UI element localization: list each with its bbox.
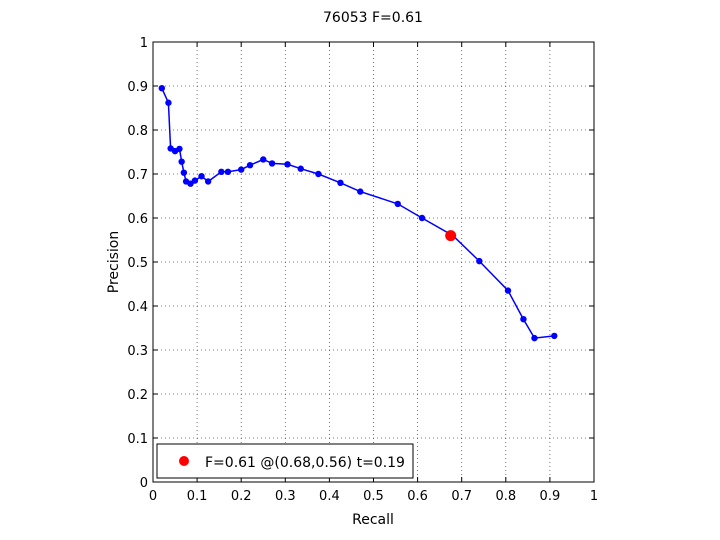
- data-point: [218, 168, 225, 175]
- data-point: [268, 160, 276, 167]
- data-point: [238, 166, 245, 173]
- x-tick-label: 0.9: [540, 489, 561, 504]
- data-point: [191, 177, 199, 184]
- data-point: [551, 332, 558, 340]
- data-point: [246, 162, 254, 169]
- y-tick-label: 0.7: [127, 168, 148, 183]
- legend-box: [156, 443, 414, 479]
- y-tick-label: 0.2: [127, 388, 148, 403]
- legend-marker: [179, 456, 189, 466]
- best-f-point: [445, 230, 457, 242]
- y-tick-labels: 0 0.1 0.2 0.3 0.4 0.5 0.6 0.7 0.8 0.9 1: [127, 36, 148, 491]
- legend: F=0.61 @(0.68,0.56) t=0.19: [156, 443, 414, 479]
- highlight-layer: [445, 230, 457, 242]
- data-point: [520, 316, 527, 323]
- data-point: [504, 287, 512, 294]
- data-point: [165, 99, 172, 106]
- data-point: [357, 188, 364, 195]
- x-tick-label: 0.3: [275, 489, 296, 504]
- chart-title: 76053 F=0.61: [323, 10, 423, 26]
- legend-label: F=0.61 @(0.68,0.56) t=0.19: [205, 455, 405, 471]
- data-point: [204, 178, 212, 185]
- data-point: [394, 200, 401, 208]
- x-tick-label: 0.4: [319, 489, 340, 504]
- y-tick-label: 0.8: [127, 124, 148, 139]
- data-point: [284, 161, 291, 168]
- x-tick-label: 1: [590, 489, 598, 504]
- y-tick-label: 0.6: [127, 212, 148, 227]
- y-tick-label: 0.4: [127, 300, 148, 315]
- x-tick-label: 0.5: [363, 489, 384, 504]
- data-point: [315, 170, 322, 178]
- data-point: [260, 156, 267, 163]
- y-tick-label: 0.1: [127, 432, 148, 447]
- x-tick-label: 0.6: [407, 489, 428, 504]
- data-point: [418, 214, 426, 222]
- x-tick-label: 0.8: [495, 489, 516, 504]
- data-point: [476, 257, 483, 265]
- y-tick-label: 0.3: [127, 344, 148, 359]
- y-tick-label: 0.5: [127, 256, 148, 271]
- y-tick-label: 0.9: [127, 80, 148, 95]
- data-point: [176, 145, 183, 153]
- data-point: [224, 168, 232, 175]
- data-point: [337, 179, 344, 186]
- series-layer: [158, 85, 558, 342]
- data-point: [178, 158, 185, 165]
- y-axis-label: Precision: [106, 231, 122, 293]
- axis-ticks: [152, 41, 595, 483]
- x-tick-labels: 0 0.1 0.2 0.3 0.4 0.5 0.6 0.7 0.8 0.9 1: [149, 489, 598, 504]
- x-tick-label: 0.2: [231, 489, 252, 504]
- grid: [153, 42, 594, 482]
- data-point: [297, 165, 304, 172]
- y-tick-label: 1: [140, 36, 148, 51]
- data-point: [158, 85, 166, 92]
- y-tick-label: 0: [140, 476, 148, 491]
- x-axis-label: Recall: [352, 512, 394, 528]
- data-point: [198, 173, 205, 180]
- x-tick-label: 0: [149, 489, 157, 504]
- data-point: [180, 169, 188, 176]
- data-point: [531, 334, 538, 342]
- x-tick-label: 0.1: [187, 489, 208, 504]
- x-tick-label: 0.7: [451, 489, 472, 504]
